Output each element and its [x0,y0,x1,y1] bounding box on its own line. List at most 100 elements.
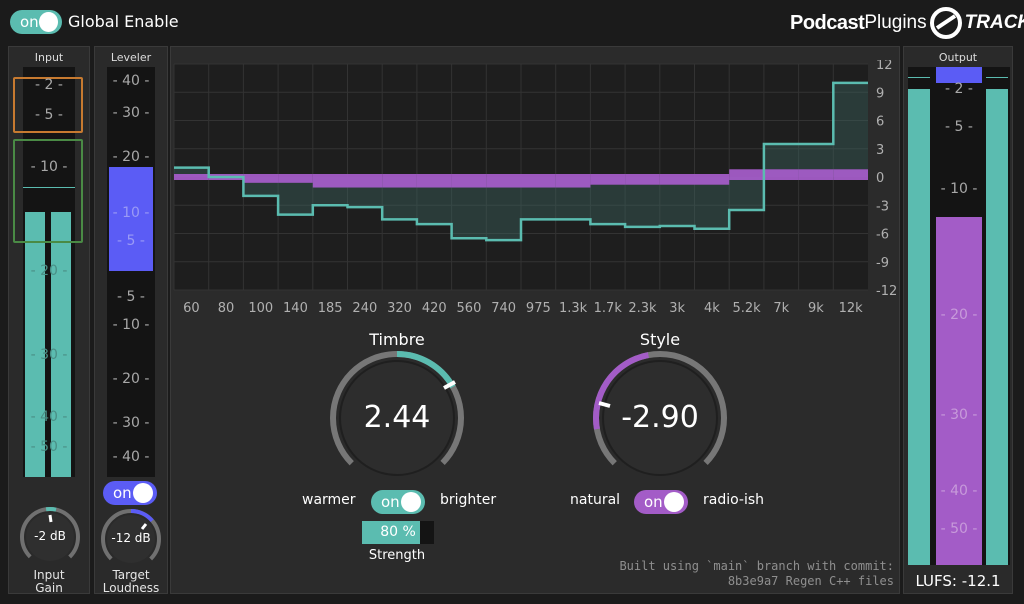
eq-x-tick-label: 740 [491,301,516,316]
eq-chart: 12 9 6 3 0 -3 -6 -9 -12 60 80 100 140 185 240 320 420 56… [173,60,897,316]
logo-bold: Podcast [790,11,865,34]
eq-timbre-line [174,81,868,242]
timbre-toggle[interactable]: on [371,490,425,514]
eq-style-bar [278,174,313,183]
output-panel: Output - 2 - - 5 - - 10 - - 20 - - 30 - … [903,46,1013,594]
style-toggle-label: on [644,493,663,511]
toggle-knob [133,483,153,503]
input-range-orange [13,77,83,133]
leveler-panel: Leveler - 40 - - 30 - - 20 - - 10 - - 5 … [94,46,168,595]
eq-y-tick-label: -6 [876,228,889,243]
build-info-line1: Built using `main` branch with commit: [619,559,894,573]
eq-x-tick-label: 1.3k [559,301,588,316]
output-lufs-peak-indicator [936,67,982,83]
toggle-knob [38,12,58,32]
podcast-plugins-logo: Podcast Plugins TRACK [790,6,1024,40]
eq-timbre-fill [174,82,868,241]
eq-style-bar [659,174,695,185]
input-range-green [13,139,83,243]
eq-y-tick-label: -12 [876,284,897,299]
leveler-scale-label: - 20 - [112,371,150,387]
eq-style-bar [625,174,660,185]
global-enable-label: Global Enable [68,12,179,31]
eq-y-tick-label: 3 [876,143,884,158]
input-meter-left-bar [25,212,45,477]
input-scale-label: - 40 - [30,409,68,425]
eq-style-bar [798,169,834,180]
style-right-label: radio-ish [703,492,765,508]
leveler-scale-label: - 30 - [112,105,150,121]
eq-x-tick-label: 60 [183,301,200,316]
leveler-scale-label: - 20 - [112,149,150,165]
eq-x-tick-label: 185 [318,301,343,316]
style-toggle[interactable]: on [634,490,688,514]
input-gain-value: -2 dB [34,529,66,543]
input-scale-label: - 10 - [30,159,68,175]
eq-y-tick-label: -3 [876,199,889,214]
input-gain-knob[interactable] [18,505,82,569]
eq-x-tick-label: 7k [773,301,789,316]
input-meter-right-bar [51,212,71,477]
eq-style-bar [694,174,730,185]
eq-x-tick-label: 320 [387,301,412,316]
style-left-label: natural [570,492,621,508]
output-scale-label: - 40 - [940,483,978,499]
input-scale-label: - 20 - [30,263,68,279]
timbre-toggle-label: on [381,493,400,511]
input-scale-label: - 30 - [30,347,68,363]
leveler-toggle[interactable]: on [103,481,157,505]
output-scale-label: - 30 - [940,407,978,423]
output-left-peak-line [908,77,930,78]
global-enable-toggle[interactable]: on [10,10,62,34]
logo-icon [929,7,962,39]
eq-style-bar [416,174,452,188]
eq-x-tick-label: 2.3k [628,301,657,316]
eq-y-tick-label: -9 [876,256,889,271]
eq-style-bar [312,174,348,188]
eq-style-bar [382,174,417,188]
build-info-line2: 8b3e9a7 Regen C++ files [727,574,894,588]
style-knob[interactable] [590,348,730,488]
output-scale-label: - 50 - [940,521,978,537]
eq-style-bar [729,169,764,180]
eq-style-bar [590,174,626,185]
eq-style-bar [833,169,868,180]
eq-x-tick-label: 12k [839,301,864,316]
leveler-scale-label: - 5 - [117,233,145,249]
eq-x-tick-label: 1.7k [594,301,623,316]
timbre-knob[interactable] [327,348,467,488]
style-value: -2.90 [621,400,699,435]
eq-x-tick-label: 100 [248,301,273,316]
timbre-right-label: brighter [440,492,497,508]
strength-slider[interactable]: 80 % [362,521,434,544]
eq-style-bar [763,169,799,180]
eq-x-tick-label: 9k [808,301,824,316]
output-scale-label: - 2 - [945,81,973,97]
eq-style-bar [486,174,521,188]
strength-fill [362,521,420,544]
output-meter-left-bar [908,89,930,565]
output-meter-right-bar [986,89,1008,565]
leveler-title: Leveler [110,51,152,64]
logo-light: Plugins [864,12,927,33]
eq-y-tick-label: 0 [876,171,884,186]
input-panel: Input - 2 - - 5 - - 10 - - 20 - - 30 - -… [8,46,90,595]
leveler-scale-label: - 30 - [112,415,150,431]
leveler-scale-label: - 10 - [112,205,150,221]
leveler-scale-label: - 10 - [112,317,150,333]
strength-value: 80 % [380,524,416,540]
eq-x-tick-label: 420 [422,301,447,316]
target-loudness-knob[interactable] [99,507,163,571]
input-gain-label: Input Gain [9,569,89,595]
timbre-left-label: warmer [302,492,356,508]
input-title: Input [34,51,64,64]
toggle-knob [401,492,421,512]
lufs-readout: LUFS: -12.1 [915,572,1001,590]
eq-x-tick-label: 140 [283,301,308,316]
eq-style-bar [243,174,279,183]
eq-style-bar [174,174,209,180]
style-title: Style [639,330,681,349]
output-right-peak-line [986,77,1008,78]
leveler-toggle-label: on [113,484,132,502]
eq-x-tick-label: 560 [457,301,482,316]
